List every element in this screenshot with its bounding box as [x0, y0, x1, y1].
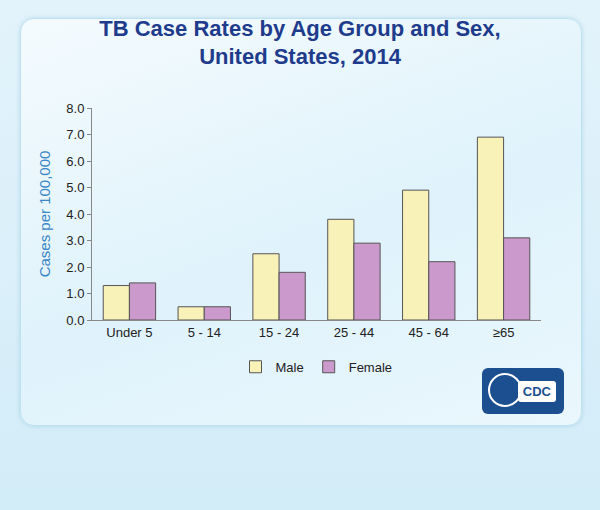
svg-text:Cases per 100,000: Cases per 100,000	[36, 151, 53, 278]
svg-text:6.0: 6.0	[66, 154, 84, 169]
svg-text:3.0: 3.0	[66, 233, 84, 248]
svg-text:Under 5: Under 5	[106, 325, 152, 340]
svg-text:7.0: 7.0	[66, 127, 84, 142]
svg-text:1.0: 1.0	[66, 286, 84, 301]
svg-text:TB Case Rates by Age Group and: TB Case Rates by Age Group and Sex,Unite…	[99, 16, 500, 70]
svg-text:Female: Female	[349, 360, 392, 375]
html-text:CDC: CDC	[522, 383, 551, 399]
svg-text:≥65: ≥65	[493, 325, 515, 340]
svg-text:4.0: 4.0	[66, 207, 84, 222]
svg-text:45 - 64: 45 - 64	[409, 325, 449, 340]
svg-text:5.0: 5.0	[66, 180, 84, 195]
svg-text:25 - 44: 25 - 44	[334, 325, 374, 340]
svg-text:Male: Male	[276, 360, 304, 375]
svg-text:15 - 24: 15 - 24	[259, 325, 299, 340]
svg-text:2.0: 2.0	[66, 260, 84, 275]
svg-text:8.0: 8.0	[66, 101, 84, 116]
svg-text:0.0: 0.0	[66, 313, 84, 328]
svg-text:5 - 14: 5 - 14	[188, 325, 221, 340]
